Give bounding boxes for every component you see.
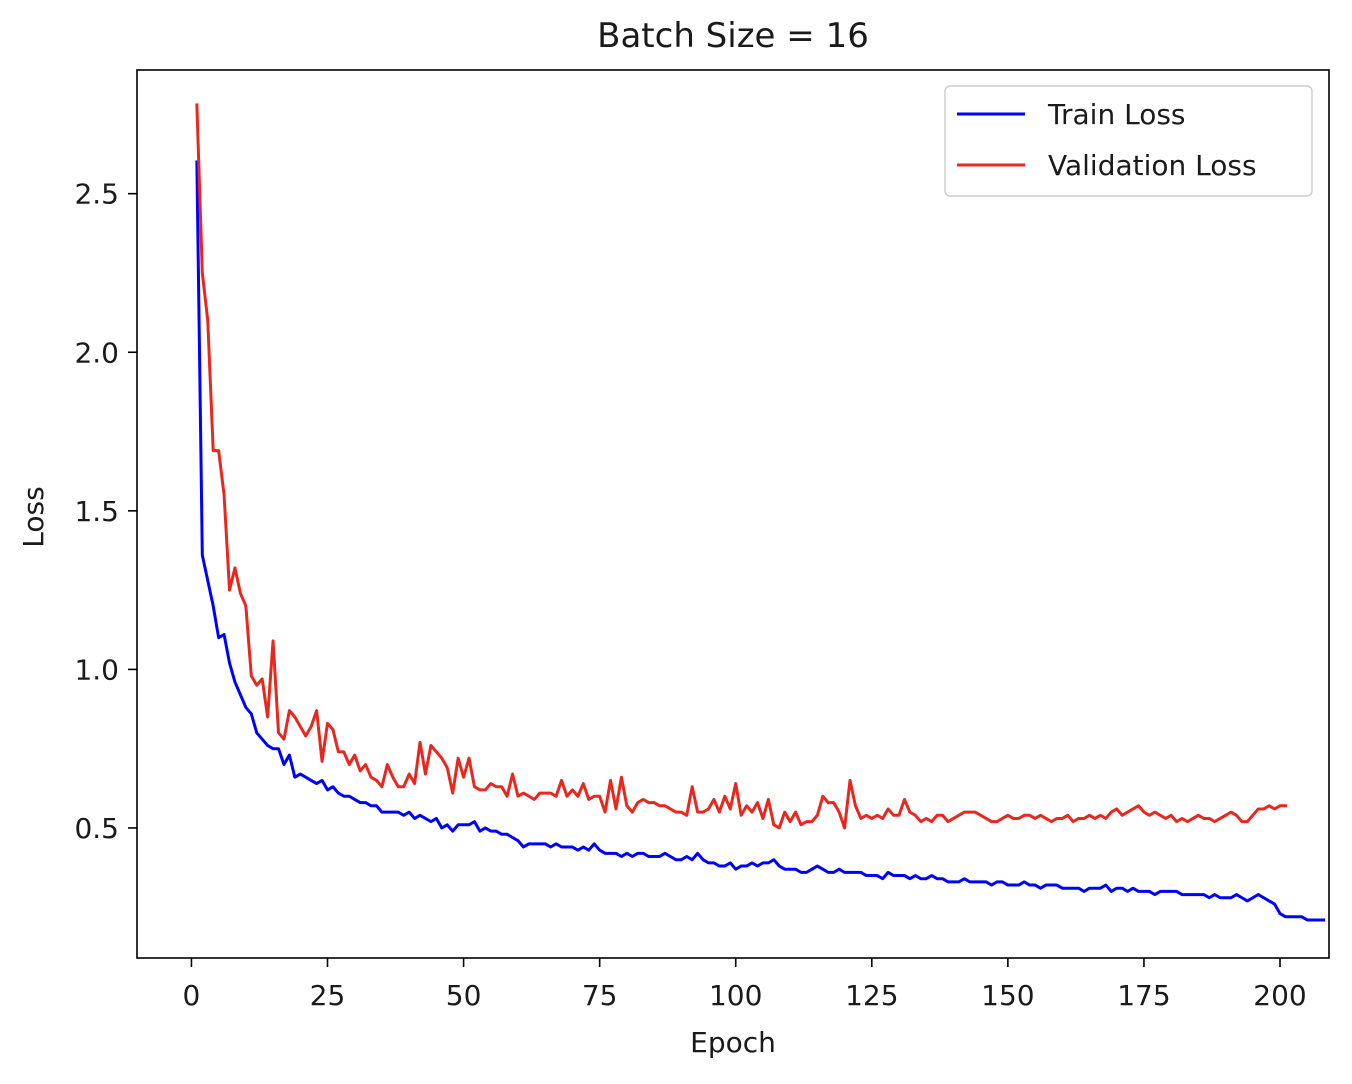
x-tick-label: 25 [310, 979, 346, 1012]
x-axis-label: Epoch [690, 1026, 776, 1059]
chart-title: Batch Size = 16 [597, 16, 869, 56]
series-line-validation-loss [195, 103, 1287, 830]
legend-box [944, 85, 1313, 197]
ticks-group: 0 25 50 75 100 125 150 175 200 0.5 1.0 1.5 2.0 2.5 [74, 178, 1306, 1012]
legend-label-validation-loss: Validation Loss [1048, 149, 1257, 182]
x-tick-label: 150 [981, 979, 1034, 1012]
x-tick-label: 175 [1117, 979, 1170, 1012]
y-tick-label: 0.5 [74, 812, 119, 845]
y-axis-label: Loss [17, 486, 50, 547]
legend: Train Loss Validation Loss [944, 85, 1313, 197]
x-tick-label: 75 [582, 979, 618, 1012]
y-tick-label: 1.5 [74, 495, 119, 528]
y-tick-label: 2.5 [74, 178, 119, 211]
series-group [195, 103, 1326, 922]
x-tick-label: 0 [183, 979, 201, 1012]
y-tick-label: 1.0 [74, 653, 119, 686]
x-tick-label: 200 [1253, 979, 1306, 1012]
x-tick-label: 50 [446, 979, 482, 1012]
x-tick-label: 100 [709, 979, 762, 1012]
y-tick-label: 2.0 [74, 336, 119, 369]
series-line-train-loss [195, 160, 1326, 922]
plot-area-frame [136, 69, 1330, 959]
x-tick-label: 125 [845, 979, 898, 1012]
legend-label-train-loss: Train Loss [1047, 98, 1186, 131]
